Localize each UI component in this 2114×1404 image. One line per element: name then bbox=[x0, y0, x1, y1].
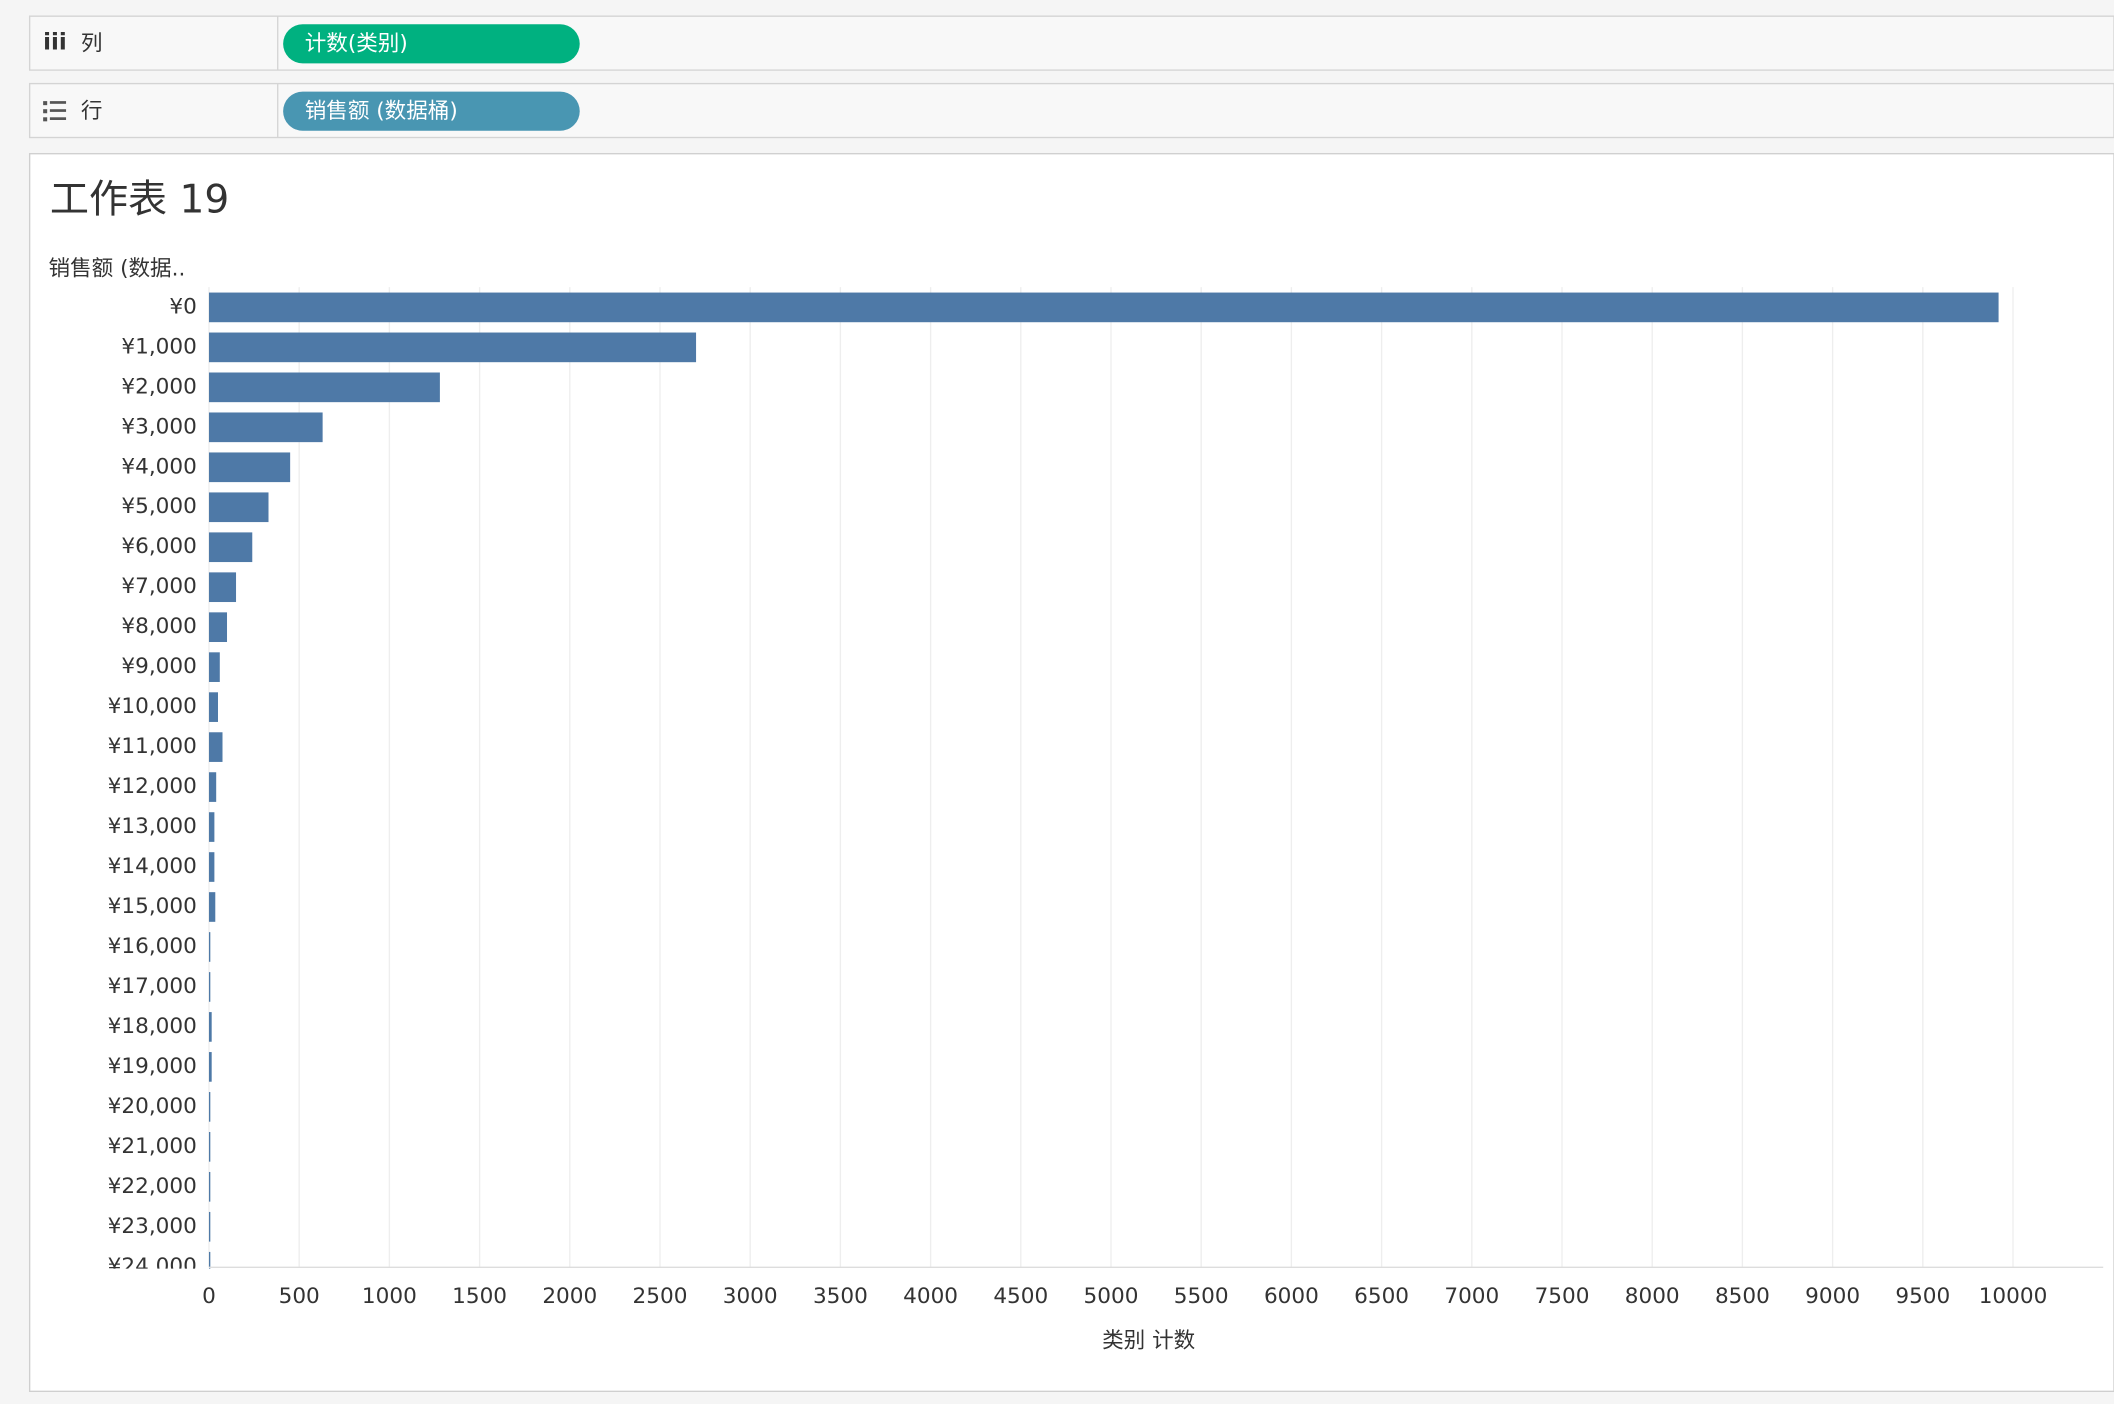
x-tick-label: 3500 bbox=[813, 1284, 868, 1309]
bar bbox=[208, 1211, 211, 1242]
bar bbox=[208, 1171, 211, 1202]
bar bbox=[208, 652, 220, 682]
bar bbox=[208, 892, 216, 922]
plot: ¥0 ¥1,000 ¥2,000 ¥3,000 ¥4,000 ¥5,000 ¥6,000 ¥7… bbox=[108, 292, 1999, 1279]
bar bbox=[208, 612, 228, 643]
rows-pill-text[interactable]: 销售额 (数据桶) bbox=[305, 99, 458, 124]
columns-pill-text[interactable]: 计数(类别) bbox=[305, 31, 408, 56]
x-tick-label: 2500 bbox=[633, 1284, 688, 1309]
x-tick-label: 500 bbox=[279, 1284, 320, 1309]
y-tick-label: ¥1,000 bbox=[121, 334, 196, 359]
x-tick-label: 0 bbox=[202, 1284, 216, 1309]
bar bbox=[208, 332, 697, 363]
bar bbox=[208, 972, 211, 1002]
x-tick-label: 5000 bbox=[1084, 1284, 1139, 1309]
columns-label: 列 bbox=[81, 31, 103, 56]
bar bbox=[208, 1092, 211, 1122]
y-tick-label: ¥2,000 bbox=[121, 374, 196, 399]
y-header: 销售额 (数据.. bbox=[49, 257, 186, 282]
columns-pill[interactable] bbox=[283, 24, 580, 64]
y-tick-label: ¥11,000 bbox=[108, 734, 197, 759]
x-tick-label: 10000 bbox=[1979, 1284, 2048, 1309]
y-tick-label: ¥18,000 bbox=[108, 1014, 197, 1039]
bar bbox=[208, 572, 237, 603]
y-tick-label: ¥10,000 bbox=[108, 694, 197, 719]
bar bbox=[208, 812, 215, 842]
y-tick-label: ¥15,000 bbox=[108, 894, 197, 919]
y-tick-label: ¥9,000 bbox=[121, 654, 196, 679]
x-tick-label: 5500 bbox=[1174, 1284, 1229, 1309]
bar bbox=[208, 692, 218, 722]
y-tick-label: ¥23,000 bbox=[108, 1214, 197, 1239]
y-tick-label: ¥19,000 bbox=[108, 1054, 197, 1079]
y-tick-label: ¥4,000 bbox=[121, 454, 196, 479]
chart-title: 工作表 19 bbox=[50, 178, 229, 223]
bar bbox=[208, 452, 291, 483]
x-tick-label: 7000 bbox=[1444, 1284, 1499, 1309]
x-tick-label: 9000 bbox=[1805, 1284, 1860, 1309]
y-tick-label: ¥8,000 bbox=[121, 614, 196, 639]
x-tick-label: 9500 bbox=[1895, 1284, 1950, 1309]
bar bbox=[208, 372, 440, 403]
x-tick-label: 2000 bbox=[542, 1284, 597, 1309]
x-tick-label: 6000 bbox=[1264, 1284, 1319, 1309]
rows-icon bbox=[43, 101, 67, 122]
x-tick-label: 1000 bbox=[362, 1284, 417, 1309]
x-tick-label: 8500 bbox=[1715, 1284, 1770, 1309]
rows-pill[interactable] bbox=[283, 91, 580, 131]
x-tick-label: 8000 bbox=[1625, 1284, 1680, 1309]
y-tick-label: ¥20,000 bbox=[108, 1094, 197, 1119]
y-tick-label: ¥6,000 bbox=[121, 534, 196, 559]
y-tick-label: ¥24,000 bbox=[108, 1254, 197, 1279]
bar bbox=[208, 292, 1999, 323]
y-tick-label: ¥17,000 bbox=[108, 974, 197, 999]
bar bbox=[208, 1251, 211, 1269]
y-tick-label: ¥7,000 bbox=[121, 574, 196, 599]
bar bbox=[208, 492, 269, 523]
x-tick-label: 4500 bbox=[993, 1284, 1048, 1309]
rows-label: 行 bbox=[81, 99, 103, 124]
y-tick-label: ¥5,000 bbox=[121, 494, 196, 519]
bar bbox=[208, 932, 211, 962]
x-tick-label: 1500 bbox=[452, 1284, 507, 1309]
bar bbox=[208, 772, 217, 802]
y-tick-label: ¥3,000 bbox=[121, 414, 196, 439]
y-tick-label: ¥14,000 bbox=[108, 854, 197, 879]
bar bbox=[208, 1012, 212, 1042]
bar bbox=[208, 532, 253, 563]
x-tick-label: 6500 bbox=[1354, 1284, 1409, 1309]
y-tick-label: ¥22,000 bbox=[108, 1174, 197, 1199]
bar bbox=[208, 1052, 212, 1082]
y-tick-label: ¥0 bbox=[169, 294, 196, 319]
bar bbox=[208, 1132, 211, 1162]
bar bbox=[208, 412, 323, 443]
bar bbox=[208, 852, 215, 882]
bar bbox=[208, 732, 223, 762]
y-tick-label: ¥12,000 bbox=[108, 774, 197, 799]
x-tick-label: 7500 bbox=[1535, 1284, 1590, 1309]
x-tick-label: 4000 bbox=[903, 1284, 958, 1309]
columns-icon: iii bbox=[43, 30, 67, 56]
y-tick-label: ¥16,000 bbox=[108, 934, 197, 959]
y-tick-label: ¥21,000 bbox=[108, 1134, 197, 1159]
x-axis-title: 类别 计数 bbox=[1102, 1328, 1195, 1353]
x-tick-label: 3000 bbox=[723, 1284, 778, 1309]
y-tick-label: ¥13,000 bbox=[108, 814, 197, 839]
